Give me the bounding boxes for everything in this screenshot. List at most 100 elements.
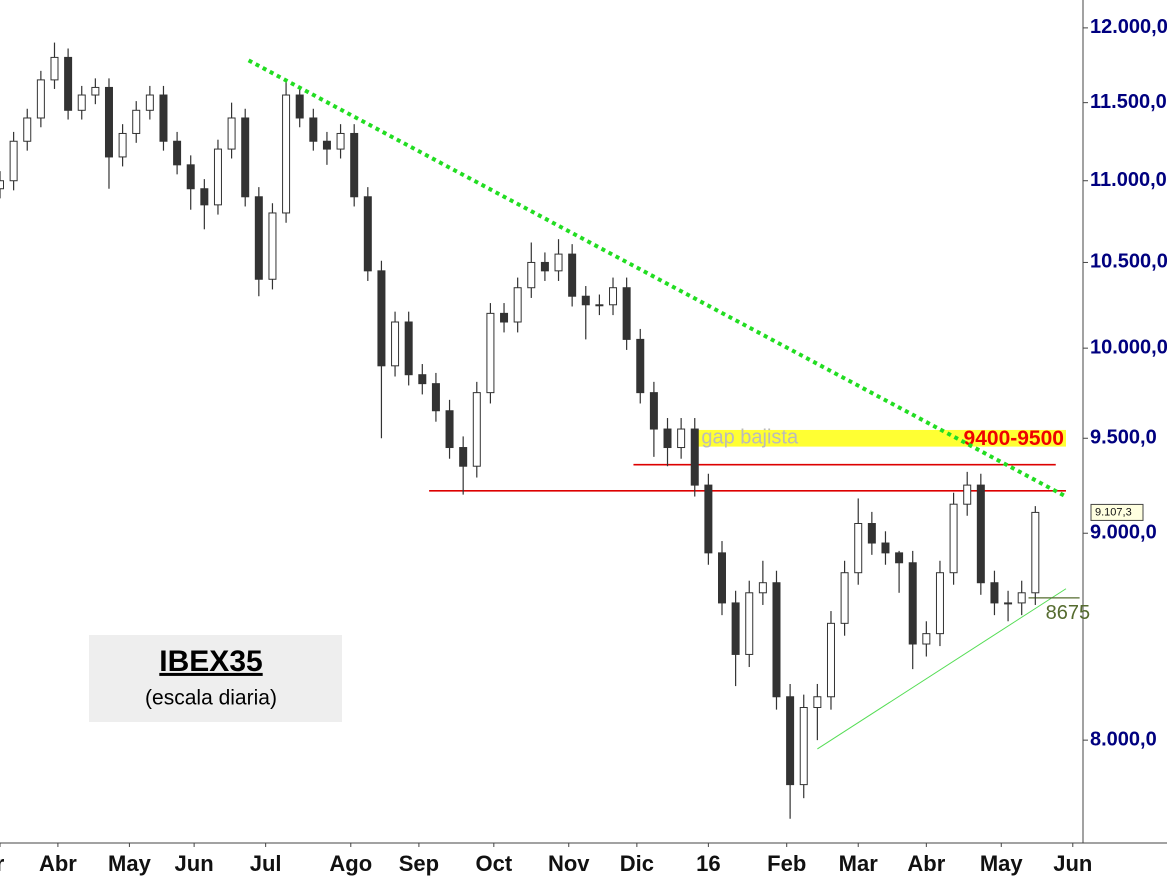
candle-body	[1004, 602, 1013, 605]
candle-body	[690, 428, 699, 486]
candle-body	[118, 132, 127, 158]
candle-body	[227, 117, 236, 150]
candle-body	[500, 312, 509, 323]
candle-body	[0, 180, 4, 190]
last-price-label: 9.107,3	[1095, 506, 1132, 518]
candle-body	[350, 132, 359, 198]
candle-body	[745, 592, 754, 655]
candle-body	[200, 188, 209, 206]
x-tick-label: May	[980, 851, 1024, 876]
chart-title: IBEX35	[159, 645, 262, 678]
candle-body	[595, 304, 604, 307]
y-tick-label: 9.500,0	[1090, 427, 1157, 449]
candle-body	[867, 523, 876, 544]
candle-body	[786, 696, 795, 786]
x-tick-label: Jun	[1053, 851, 1092, 876]
candle-body	[431, 383, 440, 412]
candle-body	[445, 410, 454, 449]
candle-body	[213, 148, 222, 206]
candle-body	[36, 79, 45, 119]
candle-body	[486, 312, 495, 394]
candle-body	[159, 94, 168, 142]
x-tick-label: Ago	[329, 851, 372, 876]
candle-body	[254, 196, 263, 280]
candle-body	[186, 164, 195, 190]
y-tick-label: 10.000,0	[1090, 336, 1167, 358]
x-tick-label: 16	[696, 851, 720, 876]
candle-body	[1017, 592, 1026, 604]
x-tick-label: Mar	[839, 851, 879, 876]
candle-body	[826, 622, 835, 698]
candle-body	[363, 196, 372, 272]
candle-body	[309, 117, 318, 142]
title-box	[89, 635, 342, 722]
candle-body	[935, 572, 944, 635]
candle-body	[23, 117, 32, 142]
uptrend-line	[817, 588, 1067, 750]
candle-body	[472, 392, 481, 467]
candle-body	[568, 253, 577, 297]
x-tick-label: May	[108, 851, 152, 876]
candle-body	[527, 261, 536, 289]
candle-body	[540, 261, 549, 272]
candle-body	[704, 484, 713, 554]
candle-body	[649, 392, 658, 430]
candle-body	[91, 86, 100, 96]
candle-body	[241, 117, 250, 198]
x-tick-label: Jun	[175, 851, 214, 876]
trendline	[247, 58, 1067, 499]
x-tick-label: Sep	[399, 851, 439, 876]
last-price-box	[1090, 503, 1144, 521]
candle-body	[963, 484, 972, 505]
x-tick-label: Nov	[548, 851, 590, 876]
candle-body	[772, 582, 781, 698]
candle-body	[990, 582, 999, 604]
candle-body	[881, 542, 890, 554]
y-tick-label: 8.000,0	[1090, 728, 1157, 750]
candle-body	[145, 94, 154, 111]
candle-body	[949, 503, 958, 574]
candle-body	[77, 94, 86, 111]
y-tick-label: 9.000,0	[1090, 522, 1157, 544]
candle-body	[64, 56, 73, 111]
y-tick-label: 10.500,0	[1090, 251, 1167, 273]
candle-body	[609, 287, 618, 306]
candle-body	[391, 321, 400, 367]
candle-body	[50, 56, 59, 81]
candle-body	[908, 562, 917, 645]
candle-body	[622, 287, 631, 340]
candle-body	[554, 253, 563, 272]
candle-body	[922, 633, 931, 645]
gap-label: gap bajista	[701, 427, 799, 449]
x-tick-label: Feb	[767, 851, 806, 876]
x-tick-label: Oct	[475, 851, 512, 876]
candle-body	[976, 484, 985, 584]
candle-body	[104, 86, 113, 158]
candle-body	[854, 523, 863, 574]
candle-body	[173, 140, 182, 166]
candle-body	[840, 572, 849, 624]
x-tick-label: Abr	[907, 851, 945, 876]
candle-body	[758, 582, 767, 594]
level-label: 8675	[1046, 602, 1091, 624]
x-tick-label: Dic	[620, 851, 654, 876]
candle-body	[336, 132, 345, 150]
chart-subtitle: (escala diaria)	[145, 687, 277, 710]
candle-body	[295, 94, 304, 119]
candle-body	[895, 552, 904, 564]
y-tick-label: 12.000,0	[1090, 16, 1167, 38]
candle-body	[268, 212, 277, 280]
candle-body	[799, 707, 808, 786]
x-tick-label: Abr	[39, 851, 77, 876]
candle-body	[404, 321, 413, 376]
candle-body	[459, 447, 468, 467]
candle-body	[718, 552, 726, 604]
candle-body	[513, 287, 522, 323]
candle-body	[418, 374, 427, 385]
x-tick-label: Jul	[250, 851, 282, 876]
candle-body	[663, 428, 672, 449]
candle-body	[731, 602, 740, 655]
candle-body	[9, 140, 18, 182]
candle-body	[813, 696, 822, 709]
